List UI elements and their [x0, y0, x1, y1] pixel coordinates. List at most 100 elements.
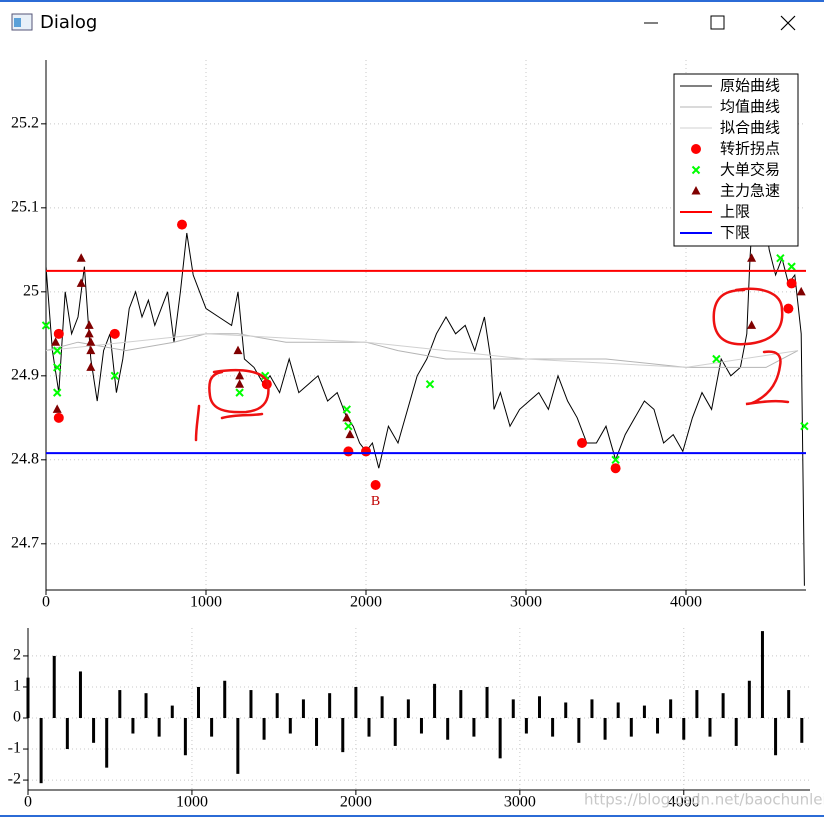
x-tick-label: 4000 — [670, 594, 702, 611]
chart: 0 1000 2000 3000 4000 -2 -1 0 1 2 — [8, 628, 810, 811]
x-tick-label: 0 — [24, 794, 32, 811]
bar — [485, 686, 489, 718]
bar — [433, 683, 437, 718]
bar — [511, 699, 515, 718]
main-force — [342, 412, 352, 422]
bar — [301, 699, 305, 718]
main-force — [52, 404, 62, 413]
bar — [341, 718, 345, 753]
chart: 0 1000 2000 3000 4000 24.7 24.8 24.9 25 25.1 25.2 B… — [11, 60, 809, 611]
main-force — [345, 429, 355, 439]
bar — [577, 718, 581, 743]
bar — [590, 699, 594, 718]
y-tick-label: 24.8 — [11, 450, 39, 467]
turning-point — [610, 463, 621, 474]
bar — [39, 718, 43, 784]
legend-label: 主力急速 — [720, 182, 780, 200]
bar — [642, 705, 646, 718]
window-title: Dialog — [40, 12, 97, 33]
turning-point — [783, 303, 794, 314]
main-force — [86, 345, 96, 355]
x-tick-label: 2000 — [340, 794, 372, 811]
y-tick-label: 1 — [13, 678, 21, 695]
main-force — [84, 320, 94, 329]
bar — [183, 718, 187, 756]
main-force — [233, 345, 243, 355]
bar — [249, 690, 253, 718]
x-tick-label: 1000 — [190, 594, 222, 611]
bar — [459, 690, 463, 718]
y-tick-label: 0 — [13, 709, 21, 726]
bar — [656, 718, 660, 734]
bar — [406, 699, 410, 718]
big-order — [52, 388, 62, 397]
big-order — [52, 363, 62, 372]
main-force — [235, 379, 245, 388]
y-tick-label: 25.1 — [11, 199, 39, 216]
bar — [524, 718, 528, 734]
bar — [393, 718, 397, 746]
turning-point — [343, 446, 354, 457]
x-tick-label: 4000 — [668, 794, 700, 811]
big-order — [344, 422, 353, 431]
turning-point — [361, 446, 371, 457]
bar — [275, 693, 279, 718]
bar — [419, 718, 423, 734]
big-order — [712, 354, 721, 364]
bar — [118, 690, 122, 718]
bar — [747, 680, 751, 718]
bar — [262, 718, 266, 740]
bar — [498, 718, 502, 759]
x-tick-label: 3000 — [510, 594, 542, 611]
main-force — [747, 320, 757, 329]
charts: 0 1000 2000 3000 4000 24.7 24.8 24.9 25 25.1 25.2 B… — [8, 60, 810, 811]
big-order — [342, 405, 352, 414]
legend-label: 均值曲线 — [720, 98, 780, 116]
main-force — [796, 286, 806, 296]
legend-label: 原始曲线 — [720, 77, 780, 95]
main-force — [76, 253, 86, 262]
legend-marker — [691, 165, 701, 175]
x-tick-label: 0 — [42, 594, 50, 611]
x-tick-label: 3000 — [504, 794, 536, 811]
bar — [695, 690, 699, 718]
bar — [708, 718, 712, 737]
maximize-button[interactable] — [710, 15, 725, 30]
bar — [774, 718, 778, 756]
bar — [472, 718, 476, 737]
x-tick-label: 1000 — [176, 794, 208, 811]
bar — [105, 718, 109, 768]
watermark: https://blog.csdn.net/baochunlei1 — [584, 791, 824, 809]
bar — [446, 718, 450, 740]
main-force — [747, 253, 757, 262]
turning-point — [370, 480, 381, 491]
y-tick-label: 24.9 — [11, 366, 39, 383]
turning-point — [53, 412, 64, 423]
series-line — [45, 333, 799, 368]
main-force — [84, 328, 94, 338]
legend-label: 转折拐点 — [720, 140, 780, 158]
big-order — [41, 321, 51, 330]
y-tick-label: 25.2 — [11, 115, 39, 132]
close-button[interactable] — [780, 15, 796, 31]
bar — [734, 718, 738, 746]
bar — [629, 718, 633, 737]
series-line — [45, 157, 805, 586]
legend-box — [673, 73, 799, 247]
bar — [170, 705, 174, 718]
bar — [328, 693, 332, 718]
legend-label: 大单交易 — [720, 161, 780, 179]
bar — [210, 718, 214, 737]
big-order — [776, 254, 785, 263]
bar — [537, 696, 541, 718]
bar — [92, 718, 96, 743]
main-force — [76, 278, 86, 287]
bar — [760, 631, 764, 718]
bar — [288, 718, 292, 734]
bar — [315, 718, 319, 746]
legend-marker — [691, 144, 701, 154]
window-border — [0, 0, 824, 2]
bar — [380, 696, 384, 718]
bar — [144, 693, 148, 718]
